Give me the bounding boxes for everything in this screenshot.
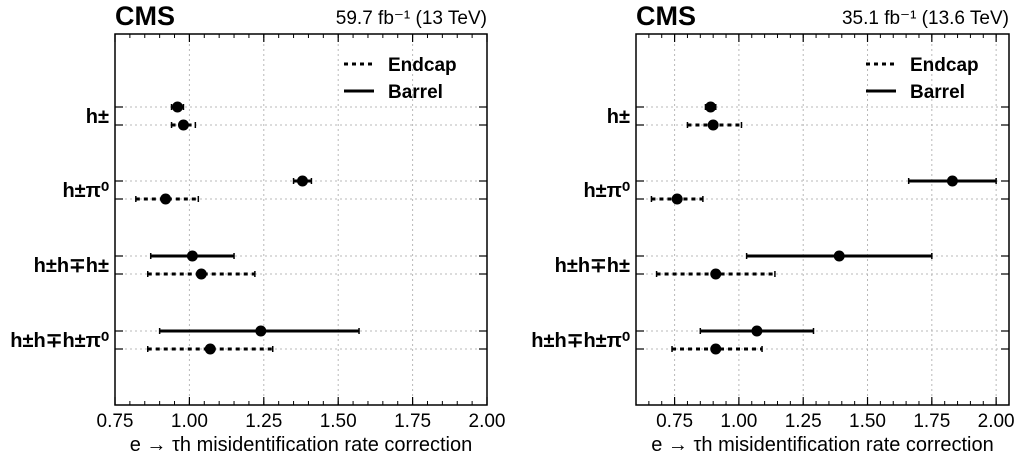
lumi-label: 35.1 fb⁻¹ (13.6 TeV) — [842, 8, 1009, 29]
x-tick-label: 1.25 — [785, 411, 822, 432]
x-tick-label: 0.75 — [97, 411, 134, 432]
data-point-barrel — [833, 250, 845, 262]
experiment-label: CMS — [636, 1, 696, 31]
category-label: h± — [86, 106, 109, 128]
data-point-barrel — [171, 101, 183, 113]
legend-label-barrel: Barrel — [388, 82, 443, 103]
x-tick-label: 2.00 — [978, 411, 1015, 432]
data-point-barrel — [186, 250, 198, 262]
x-tick-label: 1.25 — [245, 411, 282, 432]
data-point-barrel — [946, 175, 958, 187]
x-tick-label: 1.50 — [320, 411, 357, 432]
x-tick-label: 1.75 — [394, 411, 431, 432]
plot-frame — [114, 33, 488, 406]
x-tick-label: 2.00 — [469, 411, 506, 432]
data-point-endcap — [195, 268, 207, 280]
data-point-endcap — [160, 193, 172, 205]
data-point-endcap — [710, 343, 722, 355]
category-label: h± — [607, 106, 630, 128]
legend-label-barrel: Barrel — [910, 82, 965, 103]
category-label: h±h∓h±π⁰ — [10, 330, 109, 352]
category-label: h±π⁰ — [62, 180, 109, 202]
x-axis-label: e → τh misidentification rate correction — [130, 434, 473, 456]
category-label: h±h∓h± — [555, 255, 630, 277]
legend-label-endcap: Endcap — [910, 55, 979, 76]
x-tick-label: 1.50 — [849, 411, 886, 432]
legend-label-endcap: Endcap — [388, 55, 457, 76]
chart-panel-1: 0.75 1.00 1.25 1.50 1.75 2.00 h± h±π⁰ h±h∓h± h±h∓… — [10, 1, 505, 456]
x-tick-label: 1.00 — [171, 411, 208, 432]
experiment-label: CMS — [115, 1, 175, 31]
data-point-barrel — [296, 175, 308, 187]
data-point-barrel — [751, 325, 763, 337]
data-point-endcap — [707, 119, 719, 131]
data-point-endcap — [204, 343, 216, 355]
x-tick-label: 0.75 — [656, 411, 693, 432]
x-tick-label: 1.75 — [913, 411, 950, 432]
data-point-barrel — [255, 325, 267, 337]
category-label: h±h∓h± — [34, 255, 109, 277]
data-point-endcap — [177, 119, 189, 131]
lumi-label: 59.7 fb⁻¹ (13 TeV) — [336, 8, 487, 29]
x-tick-label: 1.00 — [720, 411, 757, 432]
data-point-endcap — [671, 193, 683, 205]
category-label: h±π⁰ — [583, 180, 630, 202]
data-point-endcap — [710, 268, 722, 280]
data-point-barrel — [705, 101, 717, 113]
category-label: h±h∓h±π⁰ — [531, 330, 630, 352]
chart-panel-2: 0.75 1.00 1.25 1.50 1.75 2.00 h± h±π⁰ h±h∓h± h±h∓… — [531, 1, 1014, 456]
plot-frame — [635, 33, 1010, 406]
x-axis-label: e → τh misidentification rate correction — [651, 434, 994, 456]
